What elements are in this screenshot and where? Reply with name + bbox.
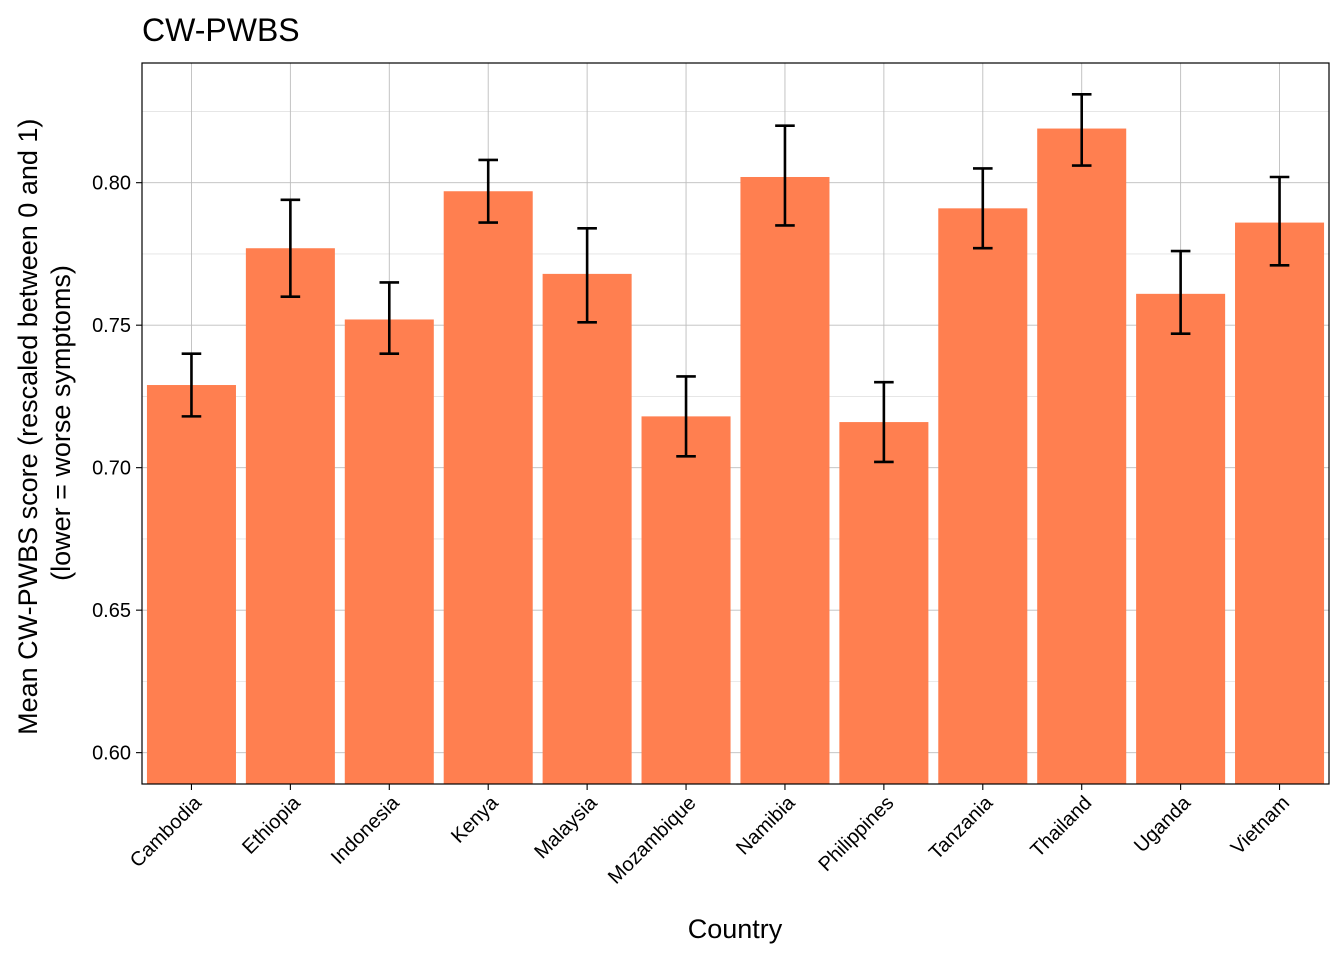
y-tick-label: 0.80 [92,173,131,195]
bar-kenya [443,191,533,785]
y-axis-title-line-1: Mean CW-PWBS score (rescaled between 0 a… [13,119,43,735]
plot-panel-border [141,62,1330,785]
x-tick-label: Indonesia [327,791,405,869]
y-tick-label: 0.65 [92,600,131,622]
error-bar-thailand [1071,93,1092,167]
x-tick-label: Mozambique [604,792,701,889]
error-bar-vietnam [1269,175,1290,267]
error-bar-philippines [874,380,894,464]
error-bar-tanzania [972,167,993,250]
error-bar-indonesia [379,281,400,355]
x-tick-label: Ethiopia [238,791,305,858]
bar-uganda [1136,293,1226,784]
bar-ethiopia [245,248,335,784]
y-tick-label: 0.70 [92,458,131,480]
error-bar-mozambique [676,375,696,458]
x-tick-label: Kenya [447,791,503,847]
x-tick-label: Philippines [814,792,898,876]
error-bar-cambodia [181,352,202,418]
bar-thailand [1037,128,1127,784]
bar-namibia [740,176,830,785]
y-tick-label: 0.60 [92,743,131,765]
x-axis-title: Country [688,914,783,944]
bar-philippines [839,422,929,784]
bars-layer [146,128,1325,785]
bar-vietnam [1235,222,1325,784]
error-bars-layer [181,93,1290,464]
x-tick-label: Vietnam [1227,792,1294,859]
error-bar-ethiopia [280,198,301,298]
x-tick-label: Tanzania [925,791,998,864]
bar-indonesia [344,319,434,784]
y-axis-title-line-2: (lower = worse symptoms) [46,265,76,581]
y-tick-label: 0.75 [92,315,131,337]
bar-tanzania [938,208,1028,785]
x-axis: Cambodia Ethiopia Indonesia Kenya Malaysia Mo… [126,784,1294,889]
x-tick-label: Uganda [1130,791,1196,857]
chart-title: CW-PWBS [142,12,300,48]
y-axis-title: Mean CW-PWBS score (rescaled between 0 a… [13,111,76,735]
x-tick-label: Thailand [1026,792,1096,862]
error-bar-uganda [1170,249,1191,336]
x-tick-label: Cambodia [126,791,207,872]
bar-mozambique [641,416,731,784]
x-tick-label: Malaysia [530,791,602,863]
error-bar-kenya [478,158,499,224]
error-bar-malaysia [577,226,597,324]
bar-cambodia [146,385,236,784]
x-tick-label: Namibia [732,791,800,859]
bar-malaysia [542,273,632,784]
error-bar-namibia [775,124,795,227]
y-axis: 0.60 0.65 0.70 0.75 0.80 [92,173,142,765]
